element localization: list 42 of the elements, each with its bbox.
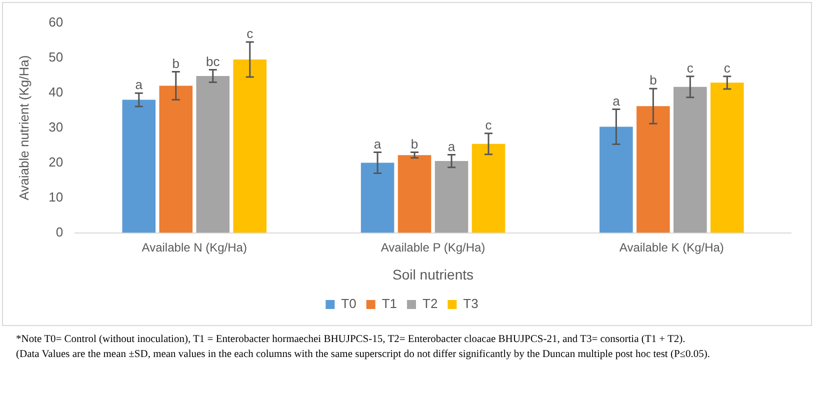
text: (Data Values are the mean ±SD, mean values in the each columns with the same superscript do not differ significantly by the Duncan multiple post hoc test (P≤0.05). (16, 348, 712, 362)
x-tick-label: Available P (Kg/Ha) (380, 240, 486, 254)
bar (398, 155, 432, 233)
data-label: c (485, 117, 492, 132)
data-label: bc (206, 54, 220, 69)
bar (434, 161, 468, 233)
text: *Note T0= Control (without inoculation), T1 = Enterobacter hormaechei BHUJPCS-15, T2= Enterobacter cloacae BHUJPCS-21, and T3= consortia (T1 + T2). (16, 333, 686, 347)
bar (674, 86, 707, 233)
bar (196, 76, 230, 233)
bar (122, 100, 156, 233)
legend-label: T0 (341, 296, 356, 312)
data-label: c (686, 60, 694, 76)
x-tick-label: Available K (Kg/Ha) (619, 240, 724, 254)
legend-label: T2 (422, 296, 438, 312)
data-label: b (650, 72, 657, 88)
data-label: b (172, 56, 180, 71)
data-label: c (246, 26, 254, 42)
bar (360, 162, 394, 233)
x-axis-title: Soil nutrients (392, 266, 474, 282)
bar (159, 86, 193, 233)
y-tick-label: 0 (56, 224, 64, 240)
data-label: a (448, 138, 456, 154)
y-tick-label: 20 (48, 154, 64, 170)
bar (710, 82, 744, 233)
bar (472, 144, 506, 233)
y-axis-title: Avaiable nutrient (Kg/Ha) (16, 55, 32, 200)
y-tick-label: 40 (48, 84, 64, 100)
y-tick-label: 50 (48, 49, 64, 64)
y-tick-label: 60 (48, 14, 64, 30)
y-tick-label: 10 (48, 189, 64, 204)
legend-label: T1 (382, 296, 397, 312)
y-tick-label: 30 (48, 119, 64, 134)
data-label: a (612, 93, 621, 108)
data-label: c (724, 60, 731, 76)
bar (600, 126, 633, 233)
data-label: a (374, 136, 382, 152)
data-label: b (410, 136, 418, 152)
bar (636, 106, 670, 233)
x-tick-label: Available N (Kg/Ha) (142, 240, 247, 254)
data-label: a (135, 77, 144, 92)
bar (233, 60, 267, 233)
legend-label: T3 (463, 296, 478, 312)
